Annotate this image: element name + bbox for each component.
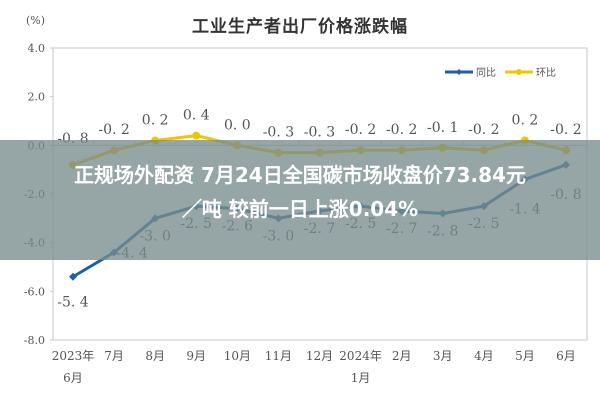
x-tick-label: 6月	[556, 349, 576, 363]
mom-data-label: -0. 2	[468, 122, 499, 138]
mom-data-label: -0. 2	[386, 122, 417, 138]
headline-line-2: ／吨 较前一日上涨0.04%	[181, 197, 419, 221]
mom-data-label: 0. 2	[512, 112, 539, 128]
x-tick-label: 3月	[433, 349, 453, 363]
x-tick-label: 2024年	[339, 349, 382, 363]
mom-data-label: -0. 2	[550, 122, 581, 138]
x-tick-label: 12月	[306, 349, 333, 363]
y-tick-label: 2.0	[28, 91, 46, 104]
mom-data-label: 0. 0	[224, 117, 251, 133]
legend-label: 同比	[476, 67, 496, 79]
x-tick-label: 4月	[474, 349, 494, 363]
x-tick-label: 2023年	[52, 349, 95, 363]
x-tick-label: 6月	[63, 371, 83, 385]
legend-marker	[516, 69, 522, 75]
headline: 正规场外配资 7月24日全国碳市场收盘价73.84元 ／吨 较前一日上涨0.04…	[0, 158, 600, 226]
mom-data-label: -0. 1	[427, 120, 458, 136]
chart-title: 工业生产者出厂价格涨跌幅	[192, 17, 408, 37]
x-tick-label: 10月	[224, 349, 251, 363]
mom-point	[192, 131, 201, 140]
yoy-point	[69, 272, 77, 281]
x-tick-label: 1月	[351, 371, 371, 385]
x-tick-label: 2月	[392, 349, 412, 363]
mom-data-label: 0. 4	[183, 108, 210, 124]
y-tick-label: -8.0	[24, 334, 45, 347]
y-tick-label: 4.0	[28, 42, 46, 55]
x-tick-label: 8月	[145, 349, 165, 363]
legend-label: 环比	[536, 67, 556, 79]
mom-data-label: 0. 2	[142, 112, 169, 128]
mom-data-label: -0. 3	[304, 125, 335, 141]
headline-overlay-band	[0, 140, 600, 260]
x-tick-label: 7月	[104, 349, 124, 363]
legend-marker	[456, 69, 462, 75]
mom-data-label: -0. 2	[345, 122, 376, 138]
y-axis-unit: (%)	[26, 14, 46, 27]
x-tick-label: 5月	[515, 349, 535, 363]
x-tick-label: 9月	[186, 349, 206, 363]
y-tick-label: -6.0	[24, 285, 45, 298]
mom-data-label: -0. 3	[263, 125, 294, 141]
headline-line-1: 正规场外配资 7月24日全国碳市场收盘价73.84元	[74, 163, 526, 187]
mom-data-label: -0. 2	[98, 122, 129, 138]
yoy-data-label: -5. 4	[57, 295, 89, 311]
x-tick-label: 11月	[265, 349, 292, 363]
